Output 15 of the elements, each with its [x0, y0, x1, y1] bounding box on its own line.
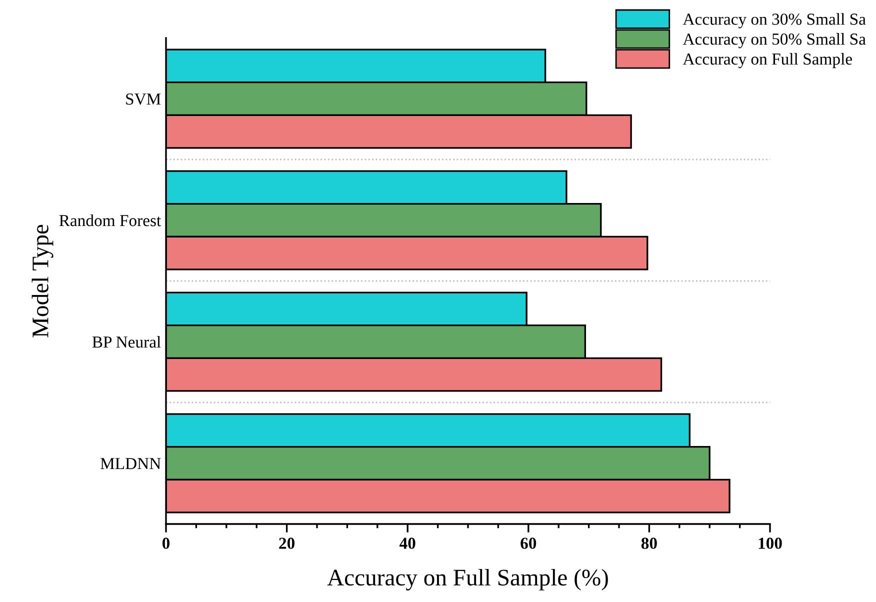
y-tick-label: SVM: [126, 93, 161, 105]
x-tick-label: 20: [279, 538, 294, 549]
y-tick-label: MLDNN: [100, 458, 161, 470]
y-tick-label: Random Forest: [59, 214, 162, 226]
legend-label: Accuracy on 30% Small Sa: [682, 13, 866, 28]
x-tick-label: 60: [520, 538, 536, 549]
y-axis-title: Model Type: [32, 224, 54, 338]
x-tick-label: 40: [399, 538, 416, 549]
x-tick-label: 100: [758, 538, 782, 549]
legend-label: Accuracy on 50% Small Sa: [682, 33, 866, 48]
legend-label: Accuracy on Full Sample: [682, 52, 852, 68]
x-axis-title: Accuracy on Full Sample (%): [327, 568, 608, 590]
x-tick-label: 0: [162, 538, 170, 549]
y-tick-label: BP Neural: [92, 336, 161, 348]
x-tick-label: 80: [641, 538, 657, 549]
